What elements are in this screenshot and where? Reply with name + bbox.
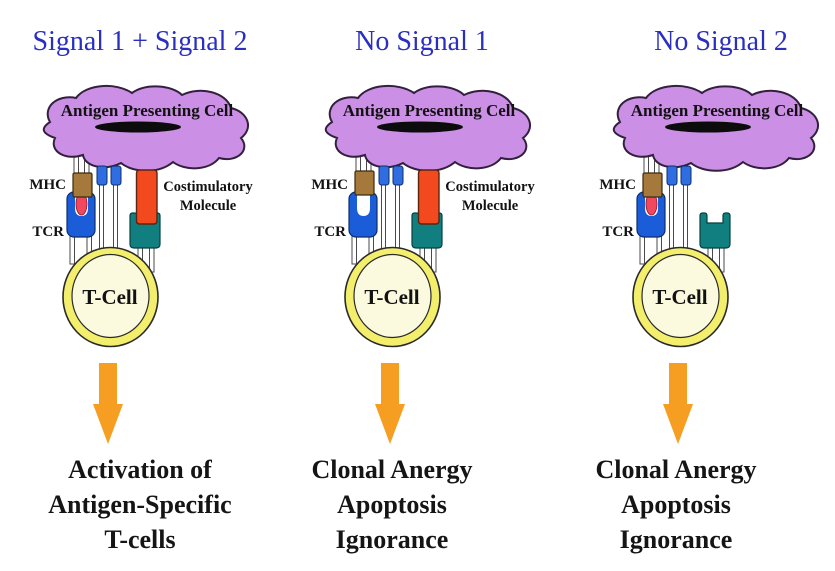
panel-header: No Signal 2 [654,26,788,57]
costimulatory-label-line2: Molecule [180,198,237,214]
outcome-line: Ignorance [336,525,449,554]
apc-label: Antigen Presenting Cell [61,101,234,120]
accessory-molecule [392,165,404,186]
costimulatory-label-line2: Molecule [462,198,519,214]
tcr-label: TCR [32,224,64,240]
tcell-inner-body [353,253,432,339]
outcome-line: Antigen-Specific [48,490,231,519]
costimulatory-label-line1: Costimulatory [163,179,253,195]
mhc-molecule [72,172,93,198]
mhc-label: MHC [29,177,66,193]
outcome-line: Ignorance [620,525,733,554]
outcome-line: Clonal Anergy [595,455,756,484]
tcr-label: TCR [314,224,346,240]
apc-label: Antigen Presenting Cell [631,101,804,120]
panel-header: No Signal 1 [355,26,489,57]
costimulatory-molecule [135,169,158,225]
accessory-molecule [680,165,692,186]
mhc-molecule [642,172,663,198]
apc-nucleus [377,121,463,133]
outcome-line: Clonal Anergy [311,455,472,484]
accessory-molecule [378,165,390,186]
mhc-label: MHC [599,177,636,193]
costimulatory-receptor-empty [699,212,731,249]
accessory-molecule [666,165,678,186]
panel-header: Signal 1 + Signal 2 [33,26,248,57]
outcome-line: Apoptosis [621,490,731,519]
tcell-label: T-Cell [82,285,137,309]
apc-nucleus [95,121,181,133]
accessory-molecule [110,165,122,186]
down-arrow [375,363,405,444]
tcell-label: T-Cell [364,285,419,309]
outcome-line: T-cells [104,525,175,554]
costimulatory-molecule [417,169,440,225]
panel-no-signal-1: No Signal 1 Antigen Presenting Cell T-Ce… [311,26,535,554]
tcell-label: T-Cell [652,285,707,309]
panel-signal1-plus-signal2: Signal 1 + Signal 2 Antigen Presenting C… [29,26,253,554]
apc-nucleus [665,121,751,133]
tcell-inner-body [641,253,720,339]
mhc-molecule [354,170,375,196]
panel-no-signal-2: No Signal 2 Antigen Presenting Cell T-Ce… [595,26,820,554]
tcell-inner-body [71,253,150,339]
outcome-line: Apoptosis [337,490,447,519]
costimulatory-label-line1: Costimulatory [445,179,535,195]
tcr-label: TCR [602,224,634,240]
down-arrow [663,363,693,444]
apc-label: Antigen Presenting Cell [343,101,516,120]
down-arrow [93,363,123,444]
outcome-line: Activation of [68,455,212,484]
accessory-molecule [96,165,108,186]
mhc-label: MHC [311,177,348,193]
